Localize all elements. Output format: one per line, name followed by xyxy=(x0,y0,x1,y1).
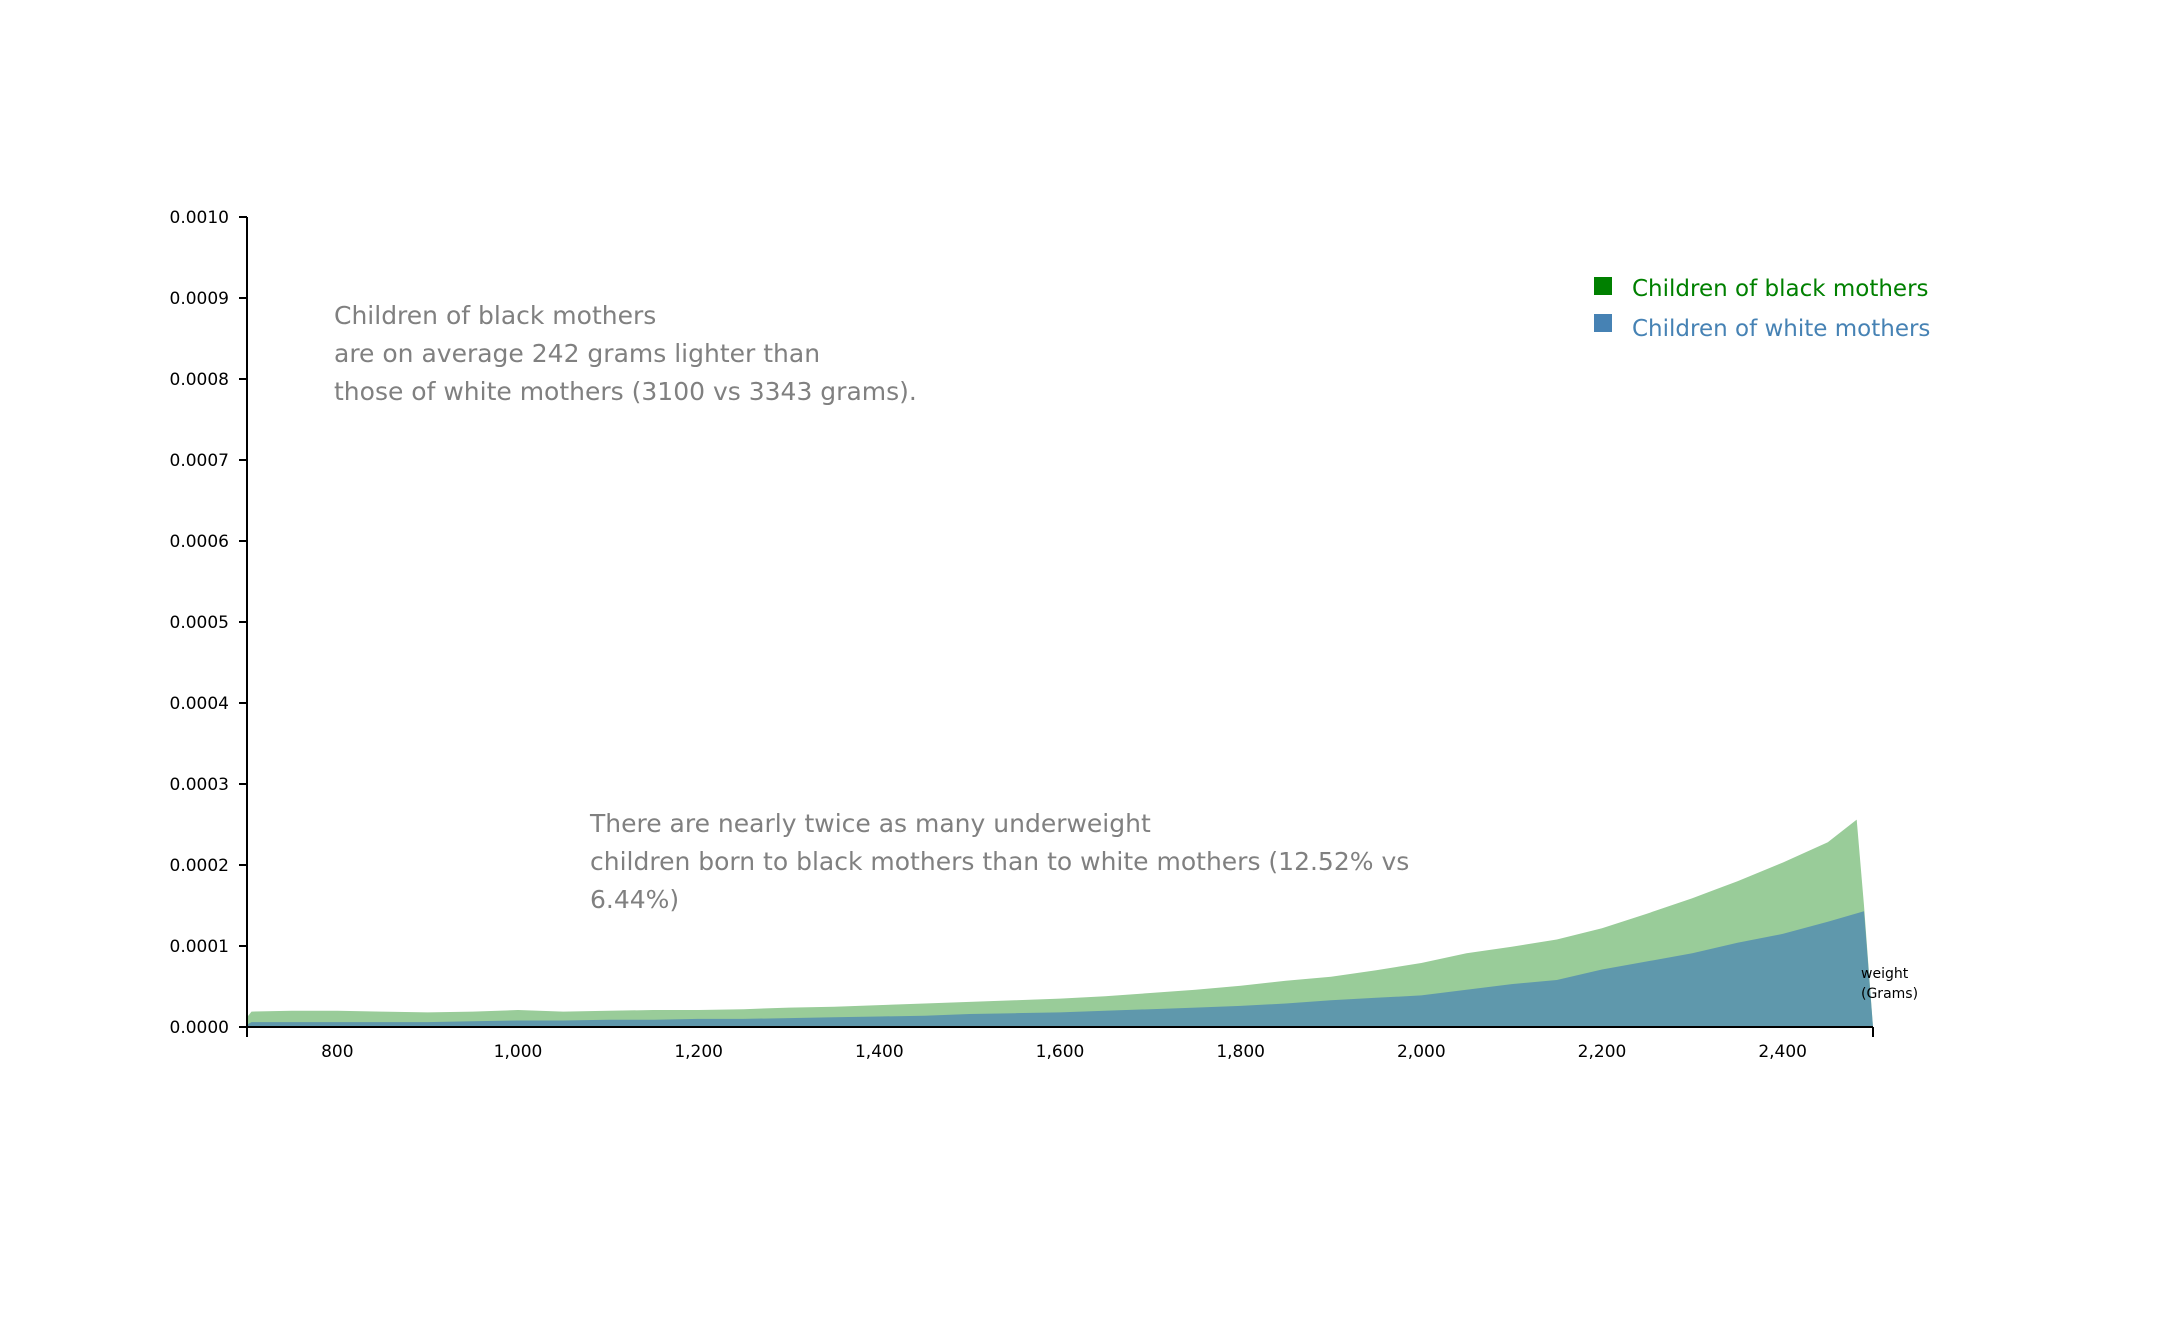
y-tick-label: 0.0002 xyxy=(170,856,229,876)
area-series-white-mothers xyxy=(247,911,1873,1027)
x-tick-label: 1,800 xyxy=(1216,1042,1265,1062)
legend: Children of black mothers Children of wh… xyxy=(1594,276,1930,342)
x-axis-label-line-1: weight xyxy=(1861,966,1909,982)
annotation-average-weight-line-2: are on average 242 grams lighter than xyxy=(334,339,820,368)
annotation-underweight-line-1: There are nearly twice as many underweig… xyxy=(589,809,1151,838)
y-tick-label: 0.0000 xyxy=(170,1018,229,1038)
x-tick-label: 1,200 xyxy=(674,1042,723,1062)
y-tick-label: 0.0006 xyxy=(170,532,229,552)
annotations: Children of black mothers are on average… xyxy=(334,301,1409,914)
y-axis: 0.0000 0.0001 0.0002 0.0003 0.0004 0.0005 0.00… xyxy=(170,208,248,1038)
y-tick-label: 0.0005 xyxy=(170,613,229,633)
x-axis-label-line-2: (Grams) xyxy=(1861,986,1918,1002)
y-tick-label: 0.0003 xyxy=(170,775,229,795)
y-tick-label: 0.0008 xyxy=(170,370,229,390)
x-tick-label: 2,200 xyxy=(1578,1042,1627,1062)
annotation-average-weight-line-3: those of white mothers (3100 vs 3343 gra… xyxy=(334,377,917,406)
legend-label-white-mothers: Children of white mothers xyxy=(1632,316,1930,342)
legend-swatch-black-mothers xyxy=(1594,277,1612,295)
area-series-black-mothers xyxy=(247,819,1873,1027)
y-tick-label: 0.0001 xyxy=(170,937,229,957)
legend-label-black-mothers: Children of black mothers xyxy=(1632,276,1929,302)
x-tick-label: 1,400 xyxy=(855,1042,904,1062)
y-tick-label: 0.0009 xyxy=(170,289,229,309)
x-tick-label: 2,400 xyxy=(1758,1042,1807,1062)
annotation-underweight-line-2: children born to black mothers than to w… xyxy=(590,847,1409,876)
y-tick-label: 0.0007 xyxy=(170,451,229,471)
annotation-underweight-line-3: 6.44%) xyxy=(590,885,679,914)
x-tick-label: 1,600 xyxy=(1036,1042,1085,1062)
x-tick-label: 800 xyxy=(321,1042,353,1062)
annotation-average-weight-line-1: Children of black mothers xyxy=(334,301,656,330)
legend-swatch-white-mothers xyxy=(1594,314,1612,332)
x-tick-label: 1,000 xyxy=(494,1042,543,1062)
y-tick-label: 0.0004 xyxy=(170,694,229,714)
x-tick-label: 2,000 xyxy=(1397,1042,1446,1062)
y-tick-label: 0.0010 xyxy=(170,208,229,228)
series-areas xyxy=(247,819,1873,1027)
x-axis: 800 1,000 1,200 1,400 1,600 1,800 2,000 2,200 2,… xyxy=(246,1026,1874,1062)
